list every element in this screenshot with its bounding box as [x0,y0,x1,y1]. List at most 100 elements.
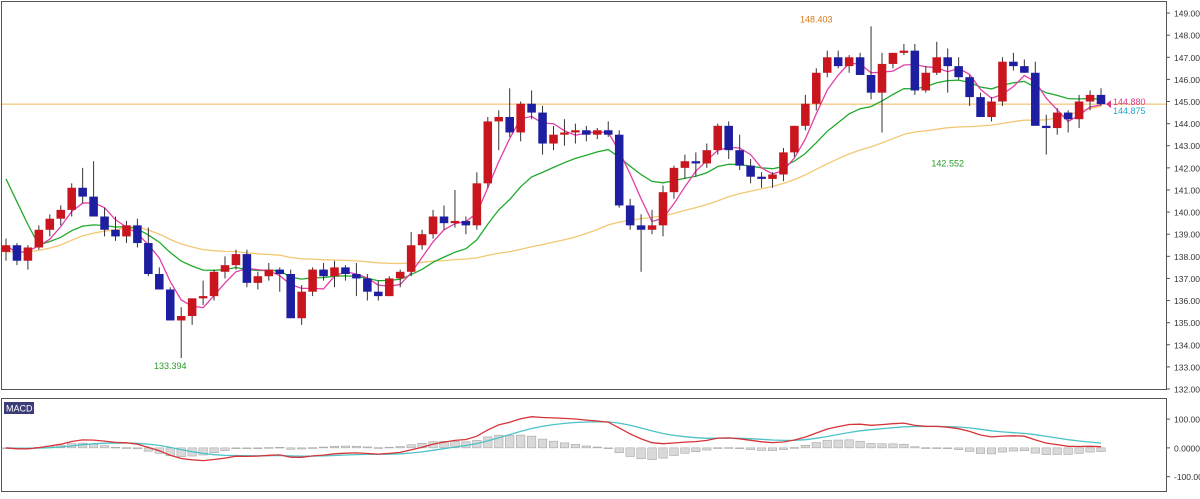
macd-histogram-bar [253,447,263,449]
candle-body [67,187,76,210]
macd-histogram-bar [362,446,372,449]
candle-body [560,132,569,135]
candle-body [330,267,339,277]
macd-histogram-bar [570,444,580,449]
candle [965,74,974,106]
candle-body [406,245,416,272]
candle-body [910,50,920,91]
macd-histogram-bar [132,447,142,450]
candle-body [976,97,985,117]
candle-body [538,112,547,144]
macd-histogram-bar [100,445,110,449]
candle [155,267,164,290]
candle [571,123,580,144]
macd-histogram-bar [997,447,1007,453]
candle-body [822,57,832,73]
candle-body [899,50,909,53]
candle-body [757,176,766,179]
candle [713,123,723,155]
macd-histogram-bar [319,446,329,449]
candle [111,216,120,241]
macd-histogram-bar [735,447,745,449]
price-tick-label: 136.000 [1174,296,1200,306]
macd-histogram-bar [1019,447,1029,451]
candle-body [724,125,733,151]
macd-histogram-bar [384,446,394,449]
candle-body [603,130,613,135]
candle-body [779,152,788,175]
candle-body [877,63,887,93]
candle [1009,52,1018,71]
macd-histogram-bar [965,447,975,452]
candle [133,218,142,248]
candle-body [45,218,55,230]
candle-body [516,103,525,133]
price-tick-label: 143.000 [1174,141,1200,151]
candle-body [549,134,558,144]
candle [1020,59,1029,73]
macd-histogram-bar [844,439,854,449]
candle [801,94,810,131]
candle [319,262,328,281]
candle [976,92,985,117]
candle [779,147,788,182]
candle-body [384,278,394,297]
macd-histogram-bar [340,445,350,449]
candle-body [1041,125,1051,129]
candle [122,220,131,244]
candle [56,205,66,226]
macd-histogram-bar [1008,447,1018,452]
candle-body [1096,94,1106,105]
candle-body [691,161,701,164]
candle-body [100,216,109,230]
macd-histogram-bar [581,445,591,449]
candle [34,225,44,250]
macd-histogram-bar [220,447,230,451]
macd-histogram-bar [724,447,734,449]
candle-body [483,121,493,184]
candle-body [932,57,942,73]
candle-body [998,61,1007,102]
candle [165,287,175,321]
macd-histogram-bar [691,447,701,453]
candle [187,298,197,325]
candle [768,172,777,188]
macd-title: MACD [6,404,33,414]
macd-axis: 100.0000 0.0000 -100.0000 [1166,415,1200,482]
candle-body [286,274,295,319]
candle-body [1063,112,1073,120]
macd-lines [5,416,1102,462]
price-tick-label: 144.000 [1174,119,1200,129]
macd-histogram-bar [757,447,767,451]
macd-histogram-bar [297,447,307,450]
macd-histogram-bar [603,447,613,449]
candle-body [713,125,723,151]
candle [943,48,952,93]
candle [680,154,690,179]
candle [527,90,536,120]
candle-body [374,291,383,297]
candle [746,159,755,184]
candle [374,280,383,301]
candle [330,260,339,288]
candle-body [34,229,44,248]
macd-histogram-bar [899,443,909,449]
price-tick-label: 133.000 [1174,362,1200,372]
macd-histogram-bar [910,446,920,449]
candle [538,105,547,155]
candle [844,55,854,73]
macd-title-badge: MACD [4,402,34,414]
candle-body [439,216,449,224]
price-tick-label: 146.000 [1174,75,1200,85]
candle [264,262,274,281]
candle [603,121,613,137]
candle [582,125,591,142]
macd-histogram-bar [176,447,186,458]
macd-histogram-bar [888,443,898,449]
candle-body [625,205,635,226]
candle-body [866,74,876,93]
candle-body [812,72,821,104]
macd-histogram-bar [943,447,953,449]
